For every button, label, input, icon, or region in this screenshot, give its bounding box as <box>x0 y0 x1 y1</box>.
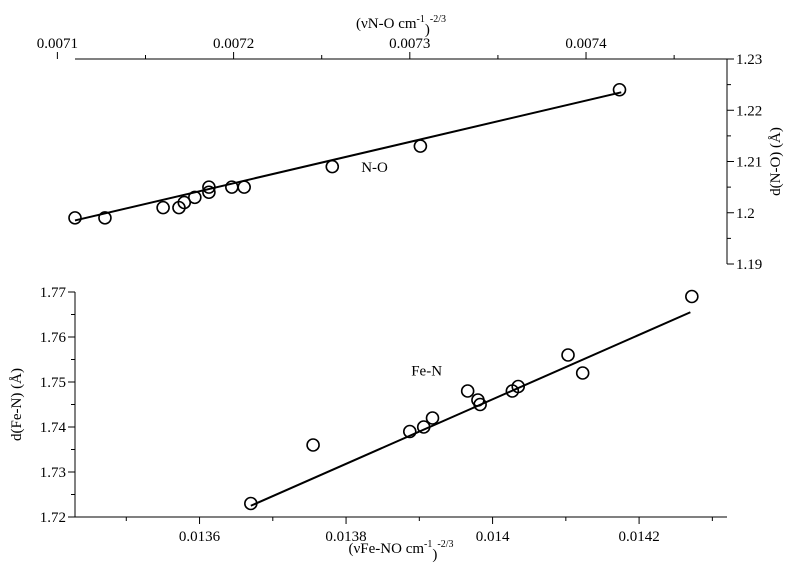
y-tick-label: 1.2 <box>736 206 755 222</box>
data-point <box>561 348 575 362</box>
data-point <box>98 211 112 225</box>
data-point <box>413 139 428 153</box>
x-tick-label: 0.0074 <box>565 36 607 52</box>
data-point <box>306 438 320 452</box>
fit-line <box>74 91 622 222</box>
y-tick-label: 1.77 <box>40 285 67 301</box>
y-tick-label: 1.72 <box>40 510 66 526</box>
y-tick-label: 1.74 <box>40 420 67 436</box>
panel-top: 0.0071 0.0072 0.0073 0.0074 1.19 1.2 1.21 1.22 1… <box>37 36 784 273</box>
x-tick-label: 0.0073 <box>389 36 430 52</box>
axis-label-part: (νFe-NO cm <box>349 541 425 557</box>
data-point <box>473 397 487 412</box>
axis-label-part: ) <box>425 22 430 38</box>
data-point <box>685 289 699 304</box>
y-axis-label: d(Fe-N) (Å) <box>9 368 25 441</box>
panel-bottom: 0.0136 0.0138 0.014 0.0142 1.72 1.73 1.74 1.75 1… <box>9 285 727 545</box>
data-point <box>325 159 340 174</box>
annotation-label: N-O <box>361 160 388 176</box>
x-tick-label: 0.0136 <box>179 529 221 545</box>
y-tick-label: 1.75 <box>40 375 66 391</box>
axis-label-part: -1 <box>424 539 432 550</box>
data-point <box>460 384 475 398</box>
x-axis-label: (νFe-NO cm-1)-2/3 <box>349 539 454 563</box>
data-point <box>244 496 258 511</box>
x-axis-label: (νN-O cm-1)-2/3 <box>356 14 446 38</box>
x-tick-label: 0.0072 <box>213 36 254 52</box>
y-tick-label: 1.23 <box>736 52 762 68</box>
x-tick-label: 0.0138 <box>325 529 366 545</box>
axis-label-part: -2/3 <box>430 14 446 25</box>
axis-label-part: -2/3 <box>437 539 453 550</box>
axis-label-part: -1 <box>417 14 425 25</box>
x-tick-label: 0.0142 <box>618 529 659 545</box>
data-point <box>156 200 170 215</box>
y-tick-label: 1.73 <box>40 465 66 481</box>
y-tick-label: 1.76 <box>40 330 67 346</box>
data-point <box>68 211 82 225</box>
fit-line <box>250 311 691 507</box>
y-tick-label: 1.22 <box>736 103 762 119</box>
data-point <box>402 424 417 439</box>
data-point <box>425 411 440 425</box>
data-point <box>612 82 627 97</box>
data-point <box>202 180 216 194</box>
data-point <box>416 420 431 434</box>
data-point <box>511 379 526 394</box>
x-tick-label: 0.014 <box>476 529 510 545</box>
axis-label-part: (νN-O cm <box>356 16 417 32</box>
data-point <box>177 195 192 210</box>
data-point <box>575 366 590 380</box>
data-point <box>237 180 251 194</box>
data-point <box>202 185 216 200</box>
x-tick-label: 0.0071 <box>37 36 78 52</box>
y-tick-label: 1.21 <box>736 155 762 171</box>
y-axis-label: d(N-O) (Å) <box>768 127 784 196</box>
annotation-label: Fe-N <box>411 363 442 379</box>
data-point <box>188 190 202 205</box>
axis-label-part: ) <box>432 547 437 563</box>
y-tick-label: 1.19 <box>736 257 762 273</box>
